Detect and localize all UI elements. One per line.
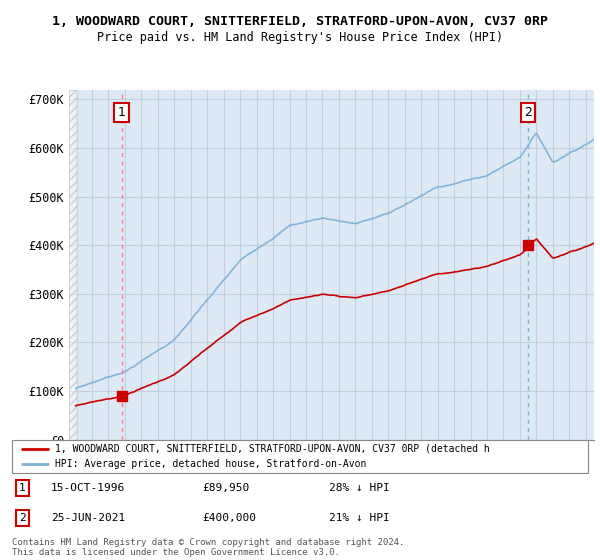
Text: 1: 1	[118, 106, 125, 119]
Text: £400,000: £400,000	[202, 513, 256, 523]
Text: 25-JUN-2021: 25-JUN-2021	[51, 513, 125, 523]
Bar	[69, 90, 76, 440]
Text: 28% ↓ HPI: 28% ↓ HPI	[329, 483, 389, 493]
Text: 2: 2	[19, 513, 26, 523]
Text: 1, WOODWARD COURT, SNITTERFIELD, STRATFORD-UPON-AVON, CV37 0RP: 1, WOODWARD COURT, SNITTERFIELD, STRATFO…	[52, 15, 548, 28]
Text: Price paid vs. HM Land Registry's House Price Index (HPI): Price paid vs. HM Land Registry's House …	[97, 31, 503, 44]
Text: 21% ↓ HPI: 21% ↓ HPI	[329, 513, 389, 523]
Text: Contains HM Land Registry data © Crown copyright and database right 2024.
This d: Contains HM Land Registry data © Crown c…	[12, 538, 404, 557]
Text: 1, WOODWARD COURT, SNITTERFIELD, STRATFORD-UPON-AVON, CV37 0RP (detached h: 1, WOODWARD COURT, SNITTERFIELD, STRATFO…	[55, 444, 490, 454]
Text: 2: 2	[524, 106, 532, 119]
Bar	[69, 90, 77, 440]
Text: HPI: Average price, detached house, Stratford-on-Avon: HPI: Average price, detached house, Stra…	[55, 459, 367, 469]
Text: £89,950: £89,950	[202, 483, 250, 493]
Text: 15-OCT-1996: 15-OCT-1996	[51, 483, 125, 493]
Text: 1: 1	[19, 483, 26, 493]
